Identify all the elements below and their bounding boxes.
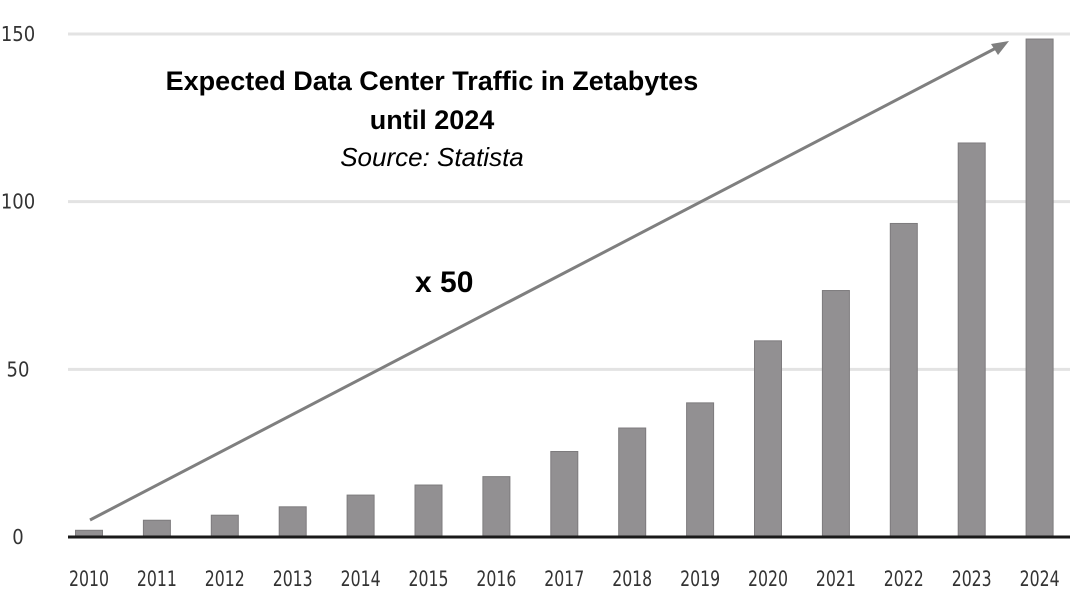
y-tick-label: 50 [7,357,30,381]
bar-2022 [889,222,918,538]
trend-arrow-head-icon [991,41,1009,55]
chart-title-line-1: Expected Data Center Traffic in Zetabyte… [165,66,699,96]
x-tick-label: 2019 [680,567,720,591]
y-tick-label: 0 [12,525,23,549]
bar-2014 [346,494,375,538]
chart-subtitle: Source: Statista [340,142,524,172]
x-tick-label: 2024 [1020,567,1060,591]
y-tick-label: 100 [1,190,35,214]
x-tick-label: 2012 [205,567,245,591]
x-tick-label: 2021 [816,567,856,591]
x-tick-label: 2014 [341,567,381,591]
y-tick-label: 150 [1,22,35,46]
x-tick-label: 2020 [748,567,788,591]
x-tick-label: 2011 [137,567,177,591]
x-tick-label: 2018 [612,567,652,591]
bar-2021 [821,290,850,538]
x-tick-label: 2015 [409,567,449,591]
x-tick-label: 2010 [69,567,109,591]
bar-2019 [686,402,715,538]
bar-2013 [278,506,307,538]
trend-arrow-line [89,45,999,522]
x-tick-label: 2013 [273,567,313,591]
x-tick-label: 2022 [884,567,924,591]
bar-2023 [957,142,986,538]
bar-2024 [1025,38,1054,538]
chart-title-line-2: until 2024 [369,105,495,135]
bar-2020 [754,340,782,538]
x-tick-label: 2023 [952,567,992,591]
bar-2016 [482,476,511,538]
bar-2018 [618,427,647,538]
bar-2017 [550,450,579,538]
x-tick-label: 2016 [476,567,516,591]
bar-2011 [142,519,171,538]
x-tick-label: 2017 [544,567,584,591]
bar-2015 [414,484,443,538]
bar-2012 [210,514,239,538]
growth-annotation: x 50 [415,266,474,299]
